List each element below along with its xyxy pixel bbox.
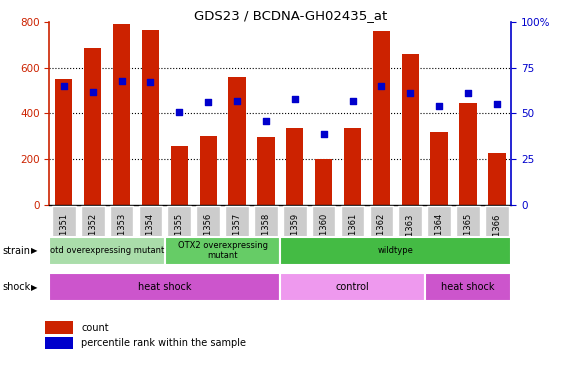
Text: shock: shock [3,282,31,292]
Bar [55,79,73,205]
Point [406,90,415,96]
Bar [401,53,419,205]
Text: heat shock: heat shock [138,282,192,292]
FancyBboxPatch shape [281,273,425,301]
Text: GSM1366: GSM1366 [492,213,501,254]
FancyBboxPatch shape [283,206,307,261]
Text: GSM1362: GSM1362 [377,213,386,253]
Bar [257,137,275,205]
Text: control: control [336,282,370,292]
Text: GSM1364: GSM1364 [435,213,444,253]
FancyBboxPatch shape [399,206,422,261]
Text: GSM1351: GSM1351 [59,213,69,253]
FancyBboxPatch shape [340,206,364,261]
Text: GSM1354: GSM1354 [146,213,155,253]
Text: GSM1360: GSM1360 [319,213,328,253]
Point [146,79,155,85]
Point [319,131,328,137]
Point [203,100,213,105]
Point [290,96,299,102]
Point [376,83,386,89]
Text: GSM1356: GSM1356 [204,213,213,253]
FancyBboxPatch shape [254,206,278,261]
Bar [45,321,73,334]
FancyBboxPatch shape [370,206,393,261]
FancyBboxPatch shape [425,273,511,301]
Point [232,98,242,104]
FancyBboxPatch shape [52,206,76,261]
Bar [373,31,390,205]
FancyBboxPatch shape [49,273,281,301]
Text: OTX2 overexpressing
mutant: OTX2 overexpressing mutant [178,241,268,261]
Text: ▶: ▶ [31,246,37,255]
FancyBboxPatch shape [427,206,451,261]
Bar [431,132,448,205]
Point [435,103,444,109]
FancyBboxPatch shape [110,206,134,261]
Text: GSM1358: GSM1358 [261,213,270,253]
FancyBboxPatch shape [81,206,105,261]
Bar [142,30,159,205]
Text: strain: strain [3,246,31,256]
Bar [315,159,332,205]
Bar [286,128,303,205]
Point [59,83,69,89]
Bar [488,153,505,205]
Bar [113,24,130,205]
Text: wildtype: wildtype [378,246,414,255]
Bar [228,77,246,205]
Text: count: count [81,323,109,333]
Point [88,89,98,94]
FancyBboxPatch shape [139,206,162,261]
Point [348,98,357,104]
Text: GSM1365: GSM1365 [464,213,472,253]
Text: heat shock: heat shock [441,282,495,292]
Text: GSM1353: GSM1353 [117,213,126,253]
FancyBboxPatch shape [312,206,335,261]
FancyBboxPatch shape [281,237,511,265]
Point [117,78,126,83]
FancyBboxPatch shape [456,206,480,261]
Bar [460,103,476,205]
Text: GDS23 / BCDNA-GH02435_at: GDS23 / BCDNA-GH02435_at [194,9,387,22]
Text: GSM1357: GSM1357 [232,213,242,253]
FancyBboxPatch shape [49,237,165,265]
Point [463,90,472,96]
FancyBboxPatch shape [196,206,220,261]
Text: GSM1363: GSM1363 [406,213,415,254]
Bar [199,136,217,205]
Point [492,101,501,107]
Text: otd overexpressing mutant: otd overexpressing mutant [50,246,164,255]
Text: GSM1355: GSM1355 [175,213,184,253]
Text: GSM1352: GSM1352 [88,213,97,253]
FancyBboxPatch shape [165,237,281,265]
FancyBboxPatch shape [225,206,249,261]
Point [175,109,184,115]
Bar [84,48,101,205]
FancyBboxPatch shape [167,206,191,261]
Text: GSM1361: GSM1361 [348,213,357,253]
Bar [344,128,361,205]
FancyBboxPatch shape [485,206,509,261]
Bar [171,146,188,205]
Bar [45,337,73,349]
Point [261,118,271,124]
Text: percentile rank within the sample: percentile rank within the sample [81,338,246,348]
Text: ▶: ▶ [31,283,37,292]
Text: GSM1359: GSM1359 [290,213,299,253]
